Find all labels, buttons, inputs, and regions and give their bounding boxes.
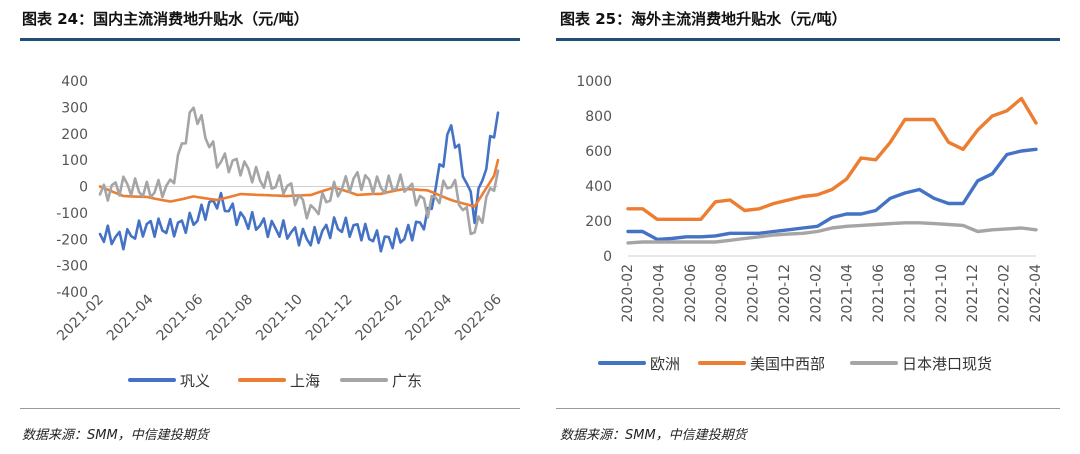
x-tick-label: 2021-10 xyxy=(934,264,950,323)
x-tick-label: 2021-10 xyxy=(253,292,306,345)
series-line-巩义 xyxy=(98,111,500,253)
x-tick-label: 2021-12 xyxy=(965,264,981,323)
y-tick-label: 0 xyxy=(603,249,612,265)
x-tick-label: 2020-02 xyxy=(620,264,636,323)
left-title-rule xyxy=(20,38,520,41)
y-tick-label: 600 xyxy=(585,144,612,160)
legend-label: 上海 xyxy=(290,372,320,390)
chart-1: 4003002001000-100-200-300-4002021-022021… xyxy=(54,74,505,390)
series-line-广东 xyxy=(98,106,500,236)
series-line-日本港口现货 xyxy=(626,221,1038,245)
x-tick-label: 2022-02 xyxy=(353,292,406,345)
right-source-note: 数据来源：SMM，中信建投期货 xyxy=(560,428,747,443)
left-bottom-rule xyxy=(20,408,520,409)
y-tick-label: 100 xyxy=(61,153,88,169)
x-tick-label: 2022-04 xyxy=(402,291,455,344)
legend-label: 美国中西部 xyxy=(750,355,825,373)
y-tick-label: 800 xyxy=(585,109,612,125)
left-source-note: 数据来源：SMM，中信建投期货 xyxy=(22,428,209,443)
x-tick-label: 2021-06 xyxy=(871,264,887,323)
y-tick-label: 300 xyxy=(61,100,88,116)
x-tick-label: 2021-06 xyxy=(154,291,207,344)
x-tick-label: 2020-10 xyxy=(746,264,762,323)
x-tick-label: 2021-12 xyxy=(303,292,356,345)
right-title-rule xyxy=(556,38,1060,41)
chart-2: 1000 800 600 400 200 0 2020-02 2020-04 2020-06 20… xyxy=(576,74,1044,373)
y-tick-label: 1000 xyxy=(576,74,612,90)
y-tick-label: -300 xyxy=(56,259,88,275)
x-tick-label: 2020-12 xyxy=(777,264,793,323)
x-tick-label: 2022-02 xyxy=(997,264,1013,323)
legend-label: 巩义 xyxy=(180,372,210,390)
x-tick-label: 2021-08 xyxy=(902,264,918,323)
legend-label: 广东 xyxy=(392,372,422,390)
y-tick-label: 200 xyxy=(585,214,612,230)
y-tick-label: 200 xyxy=(61,127,88,143)
x-tick-label: 2022-06 xyxy=(452,291,505,344)
right-bottom-rule xyxy=(556,408,1060,409)
x-tick-label: 2021-04 xyxy=(840,264,856,323)
x-tick-label: 2020-04 xyxy=(651,264,667,323)
series-line-美国中西部 xyxy=(626,96,1038,221)
x-tick-label: 2020-08 xyxy=(714,264,730,323)
x-tick-label: 2021-02 xyxy=(808,264,824,323)
legend-label: 欧洲 xyxy=(650,355,680,373)
series-line-欧洲 xyxy=(626,147,1038,242)
y-tick-label: -200 xyxy=(56,232,88,248)
y-tick-label: 400 xyxy=(61,74,88,90)
right-chart-title: 图表 25：海外主流消费地升贴水（元/吨） xyxy=(560,10,847,28)
x-tick-label: 2022-04 xyxy=(1028,264,1044,323)
y-tick-label: 400 xyxy=(585,179,612,195)
x-tick-label: 2021-08 xyxy=(203,292,256,345)
x-tick-label: 2020-06 xyxy=(683,264,699,323)
left-chart-title: 图表 24：国内主流消费地升贴水（元/吨） xyxy=(22,10,309,28)
x-tick-label: 2021-04 xyxy=(104,291,157,344)
y-tick-label: -100 xyxy=(56,206,88,222)
y-tick-label: -400 xyxy=(56,285,88,301)
legend-label: 日本港口现货 xyxy=(902,355,992,373)
y-tick-label: 0 xyxy=(79,180,88,196)
